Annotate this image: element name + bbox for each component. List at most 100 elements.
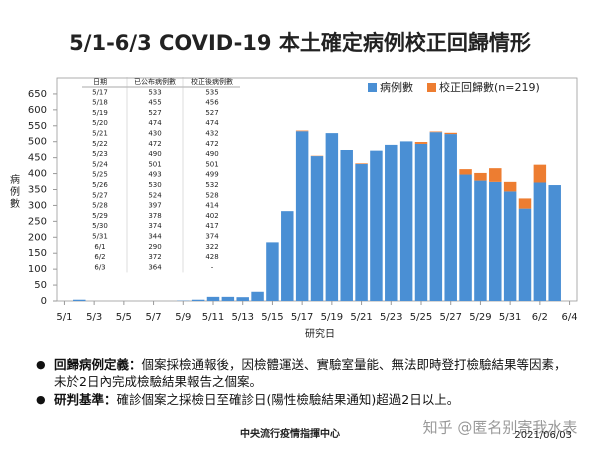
bar: [355, 164, 368, 301]
table-cell: 290: [148, 243, 161, 251]
table-cell: 6/2: [94, 253, 105, 261]
x-tick-label: 5/11: [202, 312, 224, 323]
y-tick-label: 300: [28, 200, 47, 211]
x-tick-label: 5/19: [321, 312, 343, 323]
table-cell: 5/24: [92, 160, 108, 168]
table-cell: 5/18: [92, 99, 108, 107]
x-tick-label: 5/15: [261, 312, 283, 323]
y-tick-label: 0: [41, 296, 47, 307]
table-cell: 501: [148, 160, 161, 168]
table-cell: 5/20: [92, 119, 108, 127]
table-cell: 432: [205, 130, 218, 138]
table-cell: 5/19: [92, 109, 108, 117]
table-cell: 374: [148, 222, 162, 230]
x-tick-label: 5/31: [499, 312, 521, 323]
bar: [414, 142, 428, 144]
table-cell: 428: [205, 253, 218, 261]
x-tick-label: 5/3: [86, 312, 102, 323]
x-tick-label: 5/21: [350, 312, 372, 323]
x-tick-label: 5/5: [116, 312, 132, 323]
table-cell: 417: [205, 222, 218, 230]
table-header: 日期: [93, 78, 107, 86]
note-term: 研判基準：: [54, 392, 117, 407]
table-cell: 5/22: [92, 140, 108, 148]
table-cell: 374: [205, 233, 219, 241]
bar: [221, 296, 235, 301]
bar: [444, 132, 457, 135]
y-tick-label: 600: [28, 105, 47, 116]
bar: [355, 163, 368, 165]
table-cell: 430: [148, 130, 161, 138]
date: 2021/06/03: [514, 430, 572, 441]
y-tick-label: 50: [34, 280, 47, 291]
bar: [251, 291, 264, 301]
x-tick-label: 5/29: [469, 312, 491, 323]
y-tick-label: 200: [28, 232, 47, 243]
table-cell: 402: [205, 212, 218, 220]
bar: [533, 182, 547, 301]
bar: [73, 299, 86, 301]
table-cell: 5/27: [92, 191, 108, 199]
legend-swatch: [368, 83, 377, 92]
table-cell: 455: [148, 99, 161, 107]
bar: [429, 132, 443, 301]
x-tick-label: 5/1: [56, 312, 72, 323]
table-cell: 524: [148, 191, 162, 199]
x-tick-label: 5/9: [175, 312, 191, 323]
table-cell: 5/17: [92, 88, 108, 96]
y-tick-label: 250: [28, 216, 47, 227]
table-cell: 378: [148, 212, 161, 220]
note-term: 回歸病例定義：: [54, 357, 142, 372]
bar: [444, 134, 457, 301]
chart-title: 5/1-6/3 COVID-19 本土確定病例校正回歸情形: [69, 31, 531, 55]
x-tick-label: 5/23: [380, 312, 402, 323]
bar: [340, 149, 353, 301]
bar: [429, 131, 443, 133]
table-cell: 535: [205, 88, 218, 96]
table-cell: 5/21: [92, 130, 108, 138]
bar: [548, 185, 561, 301]
bar: [385, 144, 398, 301]
bar: [310, 156, 324, 301]
x-tick-label: 5/17: [291, 312, 313, 323]
table-cell: -: [211, 263, 214, 271]
table-cell: 5/29: [92, 212, 108, 220]
bar: [191, 299, 205, 301]
bar: [489, 181, 502, 301]
table-cell: 5/30: [92, 222, 108, 230]
table-header: 校正後病例數: [191, 77, 233, 86]
table-cell: 6/3: [94, 263, 105, 271]
bar: [518, 198, 532, 209]
y-tick-label: 500: [28, 137, 47, 148]
table-cell: 344: [148, 233, 162, 241]
y-axis-title: 病: [10, 173, 20, 186]
note-text: 確診個案之採檢日至確診日(陽性檢驗結果通知)超過2日以上。: [116, 392, 460, 407]
bar: [236, 297, 249, 301]
bar: [266, 242, 279, 301]
table-cell: 527: [205, 109, 218, 117]
bar: [370, 150, 383, 301]
table-cell: 528: [205, 191, 218, 199]
table-cell: 527: [148, 109, 161, 117]
x-tick-label: 6/2: [532, 312, 548, 323]
table-cell: 6/1: [94, 243, 105, 251]
legend-label: 病例數: [380, 80, 413, 94]
x-tick-label: 5/7: [146, 312, 162, 323]
note: 回歸病例定義：個案採檢通報後，因檢體運送、實驗室量能、無法即時登打檢驗結果等因素…: [36, 356, 576, 390]
table-cell: 474: [205, 119, 219, 127]
y-tick-label: 400: [28, 169, 47, 180]
table-cell: 414: [205, 202, 219, 210]
bar: [474, 172, 487, 181]
bar: [295, 131, 309, 301]
table-cell: 397: [148, 202, 161, 210]
table-cell: 372: [148, 253, 161, 261]
table-cell: 5/28: [92, 202, 108, 210]
bar: [399, 141, 413, 301]
y-tick-label: 150: [28, 248, 47, 259]
y-axis-title: 例: [10, 185, 20, 198]
y-tick-label: 450: [28, 153, 47, 164]
x-tick-label: 6/4: [562, 312, 578, 323]
table-cell: 364: [148, 263, 162, 271]
table-cell: 472: [205, 140, 218, 148]
